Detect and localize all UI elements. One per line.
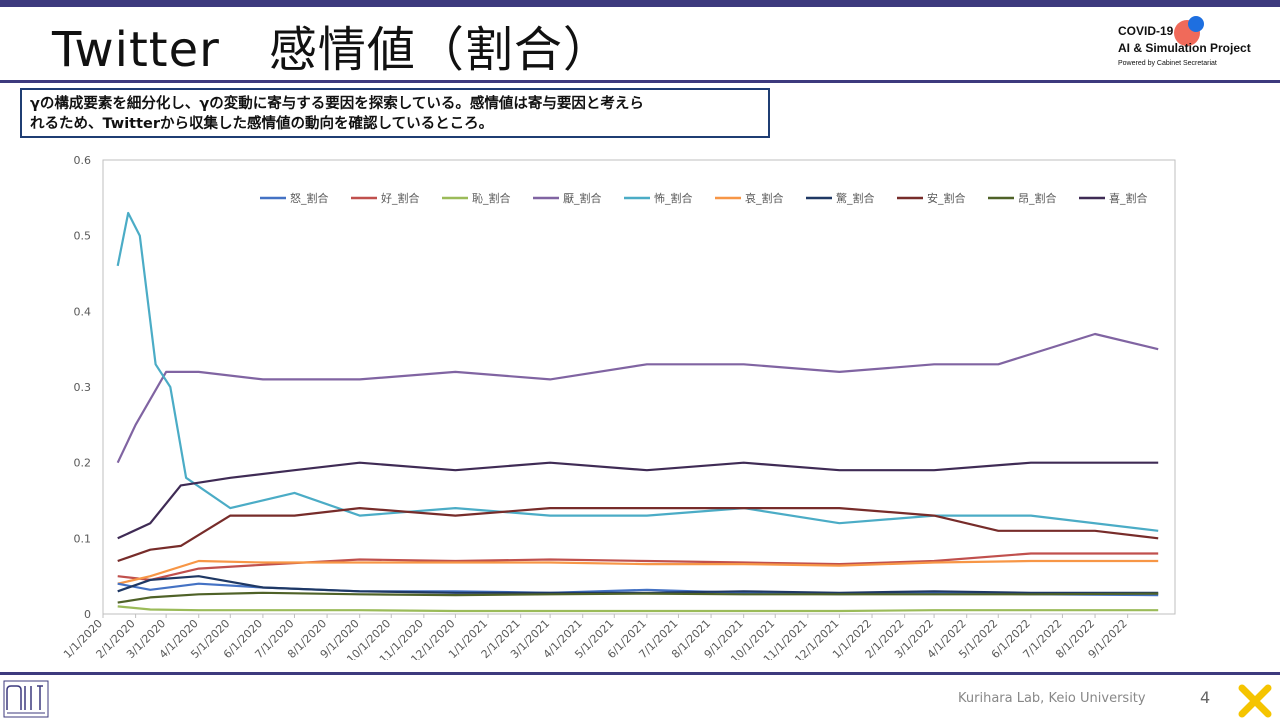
legend-label: 哀_割合	[745, 191, 784, 205]
legend-label: 驚_割合	[836, 191, 875, 205]
series-line	[117, 559, 1159, 585]
series-line	[117, 461, 1159, 540]
y-tick-label: 0	[84, 608, 91, 621]
emotion-line-chart: 00.10.20.30.40.50.6 1/1/20202/1/20203/1/…	[61, 154, 1176, 660]
series-line	[117, 591, 1159, 604]
legend-label: 怒_割合	[290, 191, 329, 205]
project-logo: COVID-19 AI & Simulation Project Powered…	[1118, 16, 1278, 76]
series-line	[116, 332, 1159, 464]
page-title: Twitter 感情値（割合）	[52, 22, 612, 78]
y-tick-label: 0.1	[74, 532, 92, 545]
legend-label: 厭_割合	[563, 191, 602, 205]
logo-line-3: Powered by Cabinet Secretariat	[1118, 60, 1217, 67]
legend-label: 喜_割合	[1109, 191, 1148, 205]
callout-line-2: れるため、Twitterから収集した感情値の動向を確認しているところ。	[30, 116, 494, 132]
corner-x-icon	[1238, 684, 1272, 718]
footer-credit: Kurihara Lab, Keio University	[958, 691, 1146, 706]
y-tick-label: 0.3	[74, 381, 92, 394]
logo-line-1: COVID-19	[1118, 24, 1174, 38]
title-underline	[0, 80, 1280, 83]
summary-callout: γの構成要素を細分化し、γの変動に寄与する要因を探索している。感情値は寄与要因と…	[20, 88, 770, 138]
logo-line-2: AI & Simulation Project	[1118, 41, 1251, 55]
legend-label: 好_割合	[381, 191, 420, 205]
series-line	[117, 575, 1159, 594]
page-number: 4	[1200, 688, 1211, 707]
legend-label: 怖_割合	[654, 191, 693, 205]
y-tick-label: 0.6	[74, 154, 92, 167]
legend-label: 昂_割合	[1018, 191, 1057, 205]
top-bar	[0, 0, 1280, 7]
footer-line	[0, 672, 1280, 675]
series-line	[117, 507, 1159, 563]
series-line	[116, 211, 1159, 532]
legend-label: 恥_割合	[472, 191, 511, 205]
lab-logo-icon	[3, 680, 49, 718]
callout-line-1: γの構成要素を細分化し、γの変動に寄与する要因を探索している。感情値は寄与要因と…	[30, 96, 644, 112]
y-tick-label: 0.4	[74, 305, 92, 318]
logo-blue-dot-icon	[1188, 16, 1204, 32]
series-line	[117, 605, 1159, 613]
y-tick-label: 0.2	[74, 457, 92, 470]
legend-label: 安_割合	[927, 191, 966, 205]
plot-area	[102, 159, 1176, 615]
y-tick-label: 0.5	[74, 230, 92, 243]
series-line	[117, 552, 1159, 581]
